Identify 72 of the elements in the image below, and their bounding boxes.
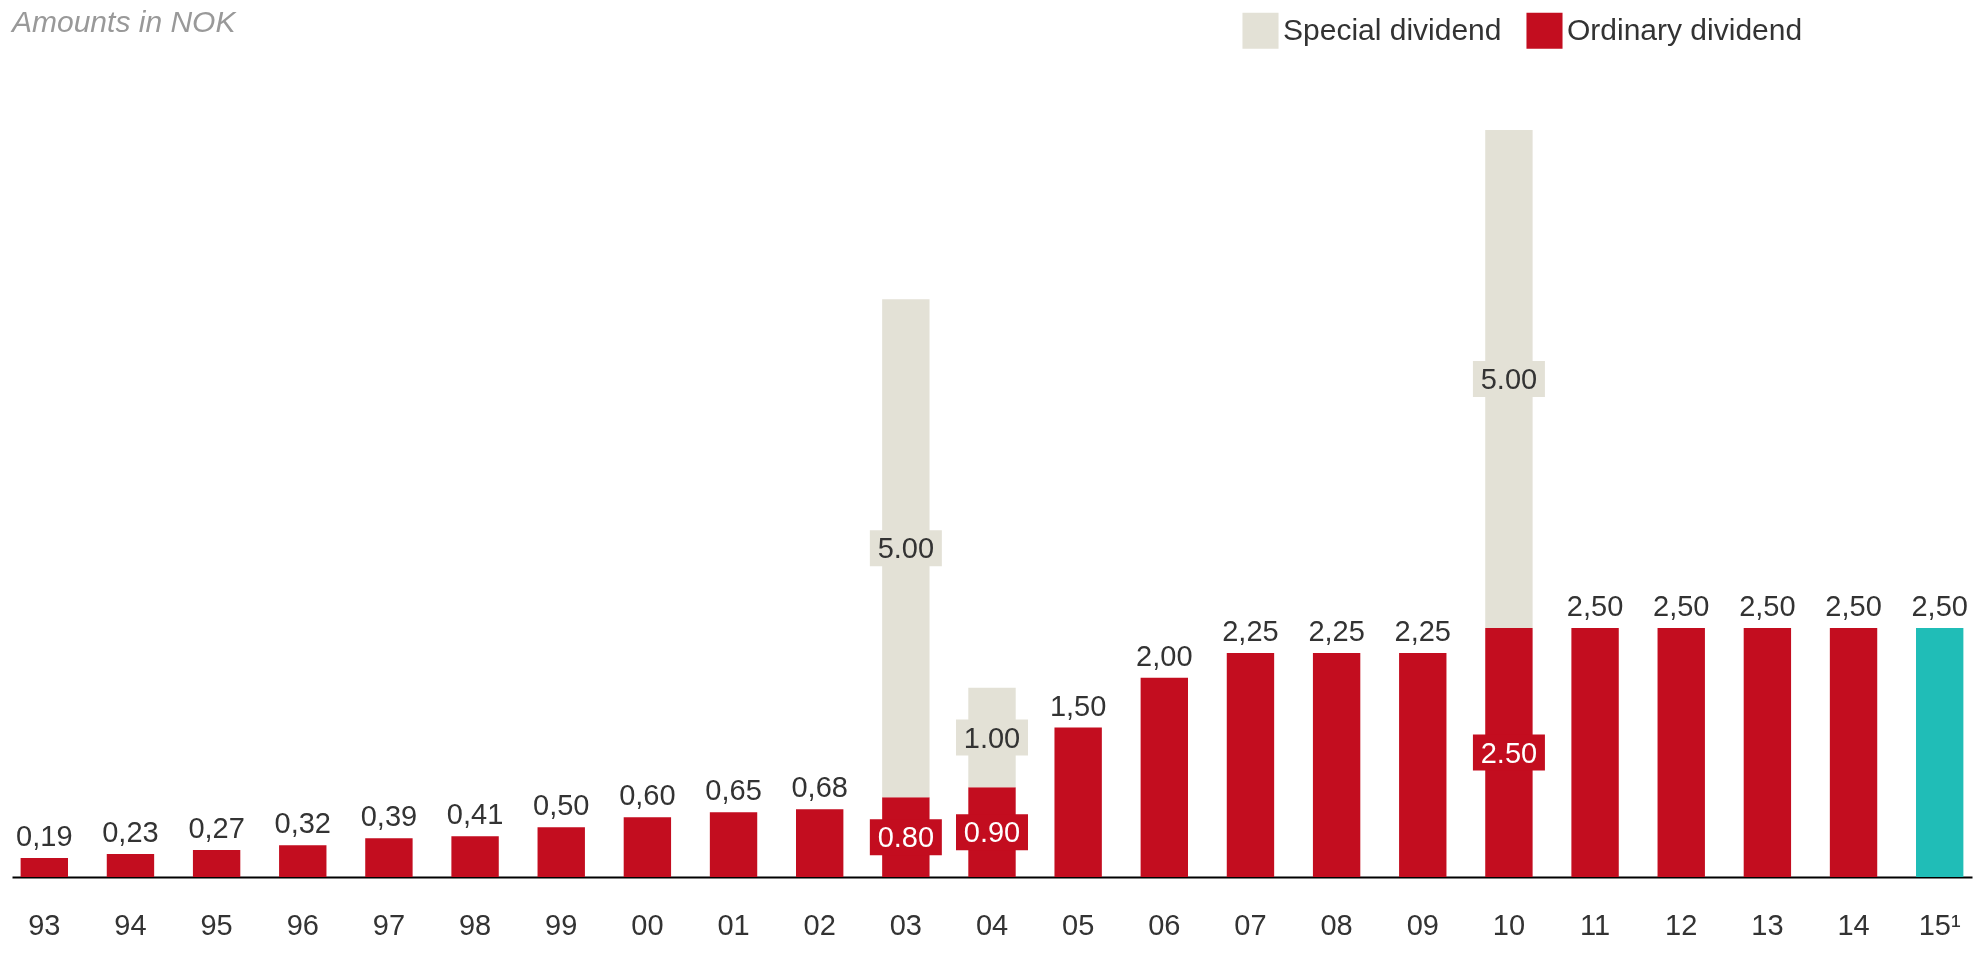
data-label: 0,27: [188, 812, 245, 845]
x-tick-label: 95: [200, 908, 233, 941]
data-label: 1.00: [963, 721, 1021, 754]
bar: [623, 817, 672, 877]
data-label: 0,41: [446, 798, 504, 831]
x-tick-label: 97: [372, 908, 406, 941]
x-tick-label: 06: [1148, 908, 1181, 941]
bar: [537, 827, 585, 877]
data-label: 2,50: [1825, 590, 1882, 622]
x-tick-label: 14: [1837, 908, 1870, 941]
x-tick-label: 07: [1234, 908, 1267, 941]
bar: [1571, 628, 1619, 877]
x-tick-label: 05: [1062, 908, 1095, 941]
bar: [1829, 628, 1878, 877]
data-label: 0,50: [533, 789, 590, 822]
x-tick-label: 93: [28, 908, 61, 941]
data-label: 0.80: [877, 821, 935, 854]
legend-label: Ordinary dividend: [1567, 12, 1803, 46]
bar: [1140, 677, 1188, 877]
bar: [20, 858, 68, 877]
data-label: 0.90: [963, 816, 1021, 849]
data-label: 0,23: [102, 816, 159, 849]
legend-label: Special dividend: [1283, 12, 1502, 46]
data-label: 2,25: [1394, 614, 1451, 647]
x-tick-label: 10: [1492, 908, 1526, 941]
chart-title: Amounts in NOK: [10, 5, 238, 38]
bar: [451, 836, 499, 877]
data-label: 0,39: [360, 800, 418, 833]
x-tick-label: 08: [1320, 908, 1353, 941]
bar: [1657, 628, 1705, 877]
bar: [1226, 652, 1275, 877]
x-tick-label: 11: [1580, 908, 1611, 941]
x-tick-label: 98: [458, 908, 492, 941]
x-tick-label: 02: [803, 908, 836, 941]
bar: [192, 850, 241, 877]
bar: [1399, 652, 1447, 877]
data-label: 2,00: [1136, 639, 1193, 672]
bar: [1916, 628, 1964, 877]
x-tick-label: 96: [286, 908, 319, 941]
bar: [365, 838, 413, 877]
data-label: 1,50: [1049, 689, 1107, 722]
data-label: 2,50: [1653, 590, 1710, 622]
data-label: 0,19: [16, 820, 73, 853]
x-tick-label: 13: [1751, 908, 1784, 941]
bar: [106, 854, 155, 877]
data-label: 5.00: [1480, 363, 1538, 395]
data-label: 0,60: [619, 779, 676, 812]
data-label: 2.50: [1480, 736, 1538, 769]
bar: [709, 812, 758, 877]
x-tick-label: 99: [545, 908, 578, 941]
bar: [796, 809, 844, 877]
x-tick-label: 09: [1406, 908, 1439, 941]
bar: [1743, 628, 1792, 877]
data-label: 0,68: [791, 771, 848, 804]
data-label: 2,25: [1308, 614, 1365, 647]
bar: [1054, 727, 1102, 877]
x-tick-label: 12: [1665, 908, 1698, 941]
data-label: 2,50: [1566, 590, 1624, 622]
x-tick-label: 15¹: [1918, 908, 1961, 941]
bar: [279, 845, 327, 877]
x-tick-label: 03: [889, 908, 922, 941]
data-label: 0,32: [274, 807, 331, 840]
data-label: 2,25: [1222, 614, 1279, 647]
data-label: 5.00: [877, 532, 935, 565]
data-label: 2,50: [1739, 590, 1796, 622]
data-label: 2,50: [1911, 590, 1968, 622]
x-tick-label: 00: [631, 908, 664, 941]
bar: [1312, 652, 1361, 877]
x-tick-label: 94: [114, 908, 147, 941]
x-tick-label: 04: [975, 908, 1009, 941]
x-tick-label: 01: [717, 908, 750, 941]
data-label: 0,65: [705, 774, 762, 807]
